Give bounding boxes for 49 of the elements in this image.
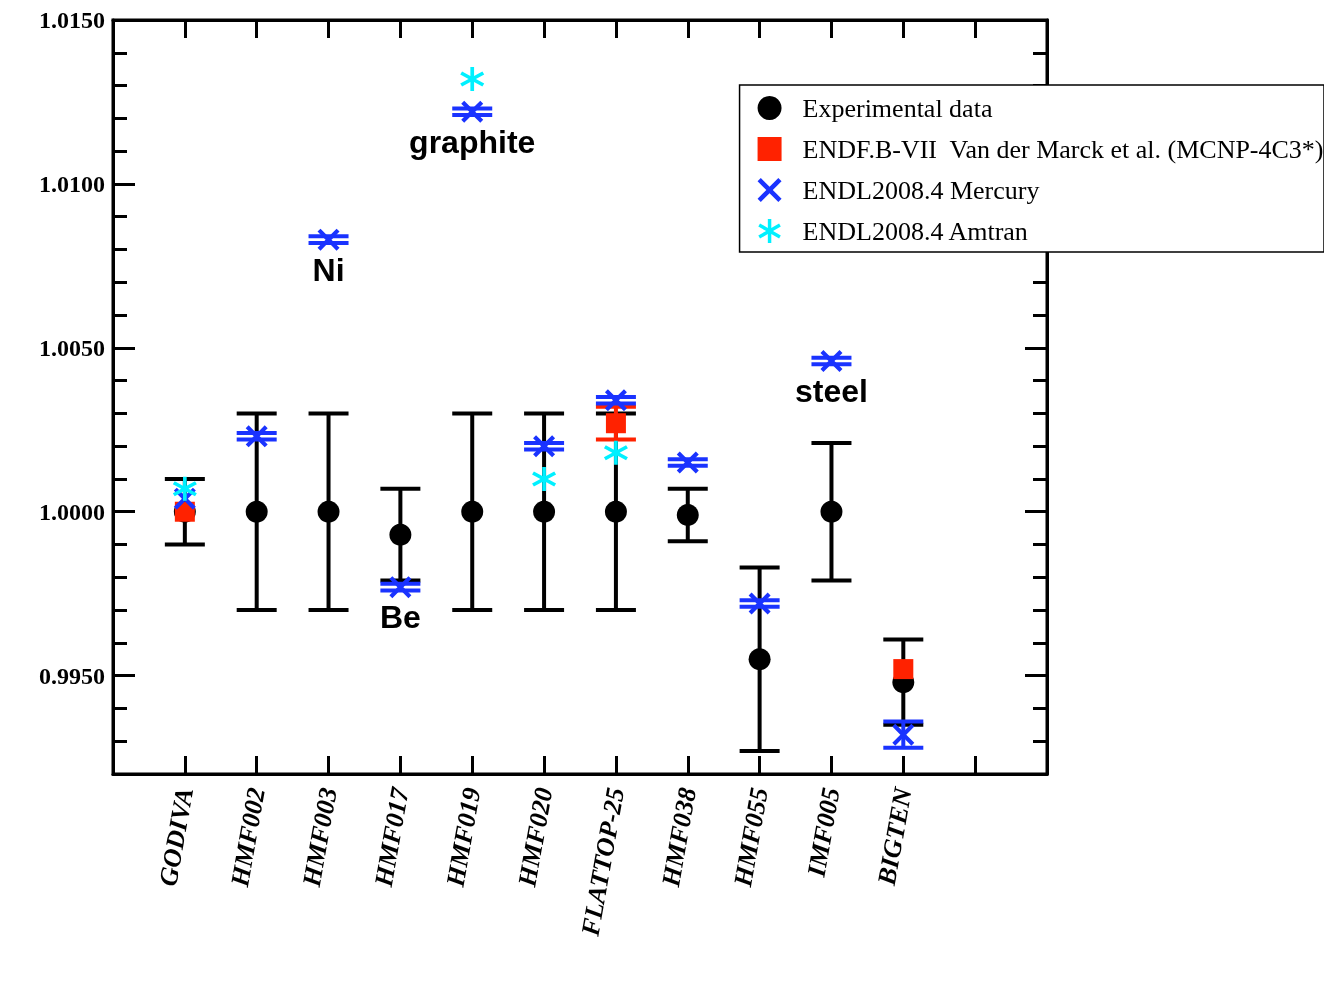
point	[676, 504, 699, 527]
x-tick-label: HMF017	[368, 784, 415, 890]
point	[604, 389, 627, 412]
y-tick-label: 1.0000	[39, 498, 105, 525]
point	[389, 523, 412, 546]
x-tick-label: IMF005	[801, 785, 846, 880]
point	[460, 67, 485, 92]
point	[820, 500, 843, 523]
point	[893, 659, 914, 680]
point	[532, 466, 557, 491]
point	[461, 500, 484, 523]
point	[604, 500, 627, 523]
point	[533, 500, 556, 523]
y-tick-label: 1.0050	[39, 334, 105, 361]
point	[605, 413, 626, 434]
x-tick-label: HMF055	[727, 785, 774, 890]
legend-label: ENDL2008.4 Mercury	[802, 175, 1040, 205]
x-tick-label: HMF003	[296, 785, 343, 890]
y-tick-label: 0.9950	[39, 662, 105, 689]
point	[748, 592, 771, 615]
point	[676, 451, 699, 474]
x-tick-label: HMF020	[512, 785, 559, 890]
point	[533, 435, 556, 458]
point	[389, 576, 412, 599]
legend-label: ENDL2008.4 Amtran	[802, 216, 1028, 246]
point	[245, 500, 268, 523]
annotation: steel	[794, 372, 868, 409]
x-tick-label: FLATTOP-25	[575, 785, 631, 939]
y-tick-label: 1.0100	[39, 170, 105, 197]
x-tick-label: BIGTEN	[871, 784, 918, 889]
point	[245, 425, 268, 448]
legend-label: Experimental data	[802, 93, 993, 123]
x-tick-label: HMF019	[440, 785, 487, 890]
point	[603, 440, 628, 465]
annotation: graphite	[409, 123, 536, 160]
annotation: Be	[379, 599, 421, 636]
point	[820, 349, 843, 372]
x-tick-label: HMF002	[224, 785, 271, 890]
x-tick-label: HMF038	[655, 785, 703, 890]
point	[172, 476, 197, 501]
point	[748, 648, 771, 671]
y-tick-label: 1.0150	[39, 7, 105, 33]
point	[892, 723, 915, 746]
point	[317, 228, 340, 251]
legend-label: ENDF.B-VII Van der Marck et al. (MCNP-4C3*)	[802, 134, 1324, 164]
point	[461, 100, 484, 123]
annotation: Ni	[312, 251, 345, 288]
point	[317, 500, 340, 523]
x-tick-label: GODIVA	[153, 785, 200, 889]
